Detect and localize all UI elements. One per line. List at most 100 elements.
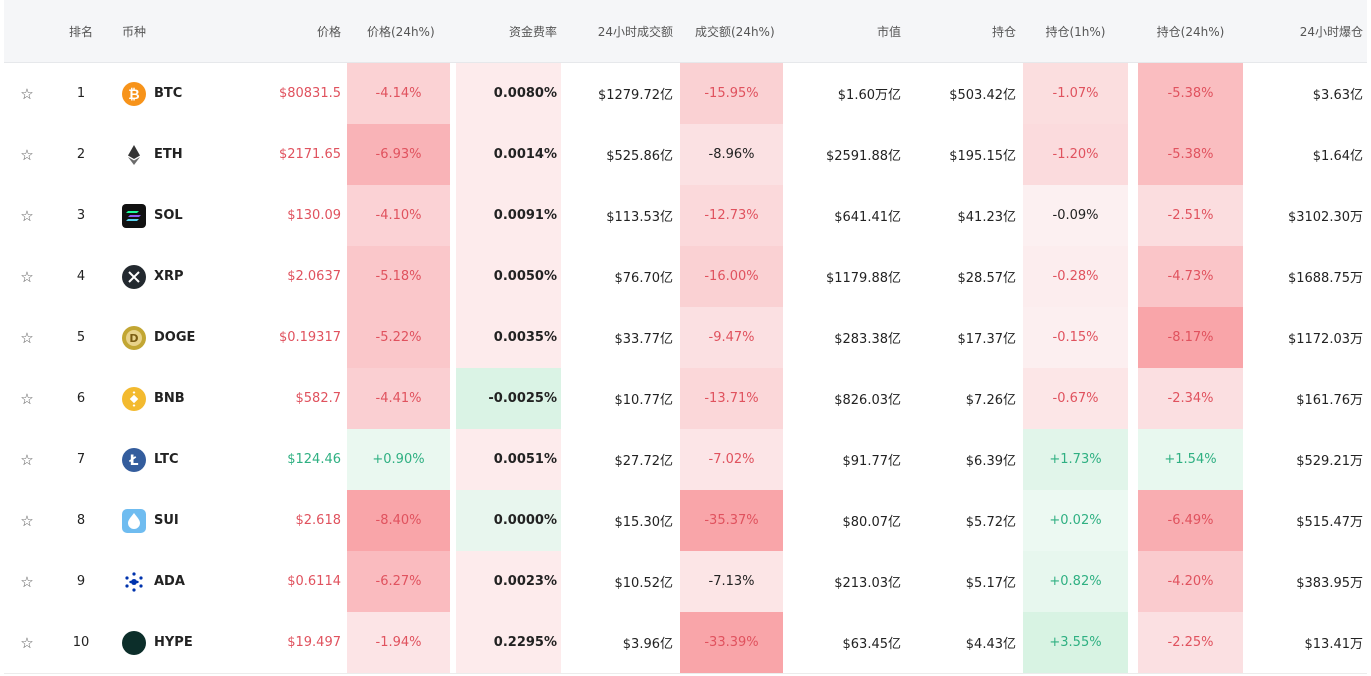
favorite-star-icon[interactable]: ☆ [20, 84, 34, 103]
cell-tint [680, 368, 783, 429]
price-cell: $2171.65 [278, 147, 341, 162]
table-row[interactable]: ☆ 9 ADA $0.6114 -6.27% 0.0023% $10.52亿 -7.13% $2… [4, 551, 1367, 613]
price-cell: $582.7 [295, 391, 342, 406]
market-cap-cell: $2591.88亿 [825, 149, 901, 164]
coin-cell[interactable]: D DOGE [122, 307, 240, 368]
volume-cell: $3.96亿 [622, 637, 673, 652]
oi-1h-cell: +0.02% [1049, 513, 1102, 528]
funding-rate-cell: 0.0023% [493, 574, 557, 589]
table-row[interactable]: ☆ 3 SOL $130.09 -4.10% 0.0091% $113.53亿 -12.73%… [4, 185, 1367, 247]
header-volume-change[interactable]: 成交额(24h%) [695, 24, 775, 39]
header-coin[interactable]: 币种 [122, 24, 147, 39]
coin-cell[interactable]: BNB [122, 368, 240, 429]
favorite-star-icon[interactable]: ☆ [20, 511, 34, 530]
header-rank[interactable]: 排名 [68, 24, 93, 39]
volume-cell: $76.70亿 [614, 271, 674, 286]
liquidations-cell: $3102.30万 [1287, 210, 1363, 225]
header-oi-1h[interactable]: 持仓(1h%) [1045, 24, 1106, 39]
market-cap-cell: $1179.88亿 [825, 271, 901, 286]
coin-cell[interactable]: Ł LTC [122, 429, 240, 490]
cell-tint [347, 307, 450, 368]
header-price-change[interactable]: 价格(24h%) [367, 24, 435, 39]
rank-cell: 10 [72, 635, 90, 650]
volume-change-cell: -13.71% [704, 391, 759, 406]
header-price[interactable]: 价格 [316, 24, 341, 39]
oi-24h-cell: -4.73% [1167, 269, 1214, 284]
favorite-star-icon[interactable]: ☆ [20, 145, 34, 164]
cell-tint [347, 185, 450, 246]
open-interest-cell: $5.17亿 [965, 576, 1016, 591]
table-row[interactable]: ☆ 2 ETH $2171.65 -6.93% 0.0014% $525.86亿 -8.96%… [4, 124, 1367, 186]
header-funding-rate[interactable]: 资金费率 [508, 24, 557, 39]
rank-cell: 7 [76, 452, 86, 467]
table-row[interactable]: ☆ 4 XRP $2.0637 -5.18% 0.0050% $76.70亿 -16.00% $… [4, 246, 1367, 308]
coin-cell[interactable]: XRP [122, 246, 240, 307]
xrp-icon [122, 264, 146, 289]
cell-tint [1138, 490, 1243, 551]
funding-rate-cell: 0.0080% [493, 86, 557, 101]
open-interest-cell: $195.15亿 [949, 149, 1016, 164]
header-open-interest[interactable]: 持仓 [991, 24, 1016, 39]
favorite-star-icon[interactable]: ☆ [20, 328, 34, 347]
header-volume[interactable]: 24小时成交额 [597, 24, 673, 39]
volume-change-cell: -8.96% [708, 147, 755, 162]
header-market-cap[interactable]: 市值 [876, 24, 901, 39]
coin-cell[interactable]: ₿ BTC [122, 63, 240, 124]
volume-change-cell: -15.95% [704, 86, 759, 101]
rank-cell: 1 [76, 86, 86, 101]
table-row[interactable]: ☆ 6 BNB $582.7 -4.41% -0.0025% $10.77亿 -13.71% $… [4, 368, 1367, 430]
favorite-star-icon[interactable]: ☆ [20, 633, 34, 652]
favorite-star-icon[interactable]: ☆ [20, 572, 34, 591]
coin-cell[interactable]: SUI [122, 490, 240, 551]
price-change-cell: -8.40% [375, 513, 422, 528]
cell-tint [456, 63, 561, 124]
cell-tint [1023, 63, 1128, 124]
market-cap-cell: $63.45亿 [842, 637, 902, 652]
dogecoin-icon: D [122, 325, 146, 350]
coin-symbol: SUI [154, 513, 179, 528]
header-oi-24h[interactable]: 持仓(24h%) [1156, 24, 1225, 39]
cell-tint [456, 368, 561, 429]
coin-cell[interactable]: HYPE [122, 612, 240, 673]
solana-icon [122, 203, 146, 228]
oi-1h-cell: -0.15% [1052, 330, 1099, 345]
coin-cell[interactable]: SOL [122, 185, 240, 246]
table-row[interactable]: ☆ 5 D DOGE $0.19317 -5.22% 0.0035% $33.77亿 -9.47… [4, 307, 1367, 369]
price-cell: $124.46 [287, 452, 341, 467]
cell-tint [1138, 124, 1243, 185]
oi-1h-cell: -1.20% [1052, 147, 1099, 162]
cell-tint [1023, 246, 1128, 307]
cell-tint [347, 368, 450, 429]
table-row[interactable]: ☆ 7 Ł LTC $124.46 +0.90% 0.0051% $27.72亿 -7.02% $… [4, 429, 1367, 491]
price-change-cell: +0.90% [372, 452, 425, 467]
volume-cell: $33.77亿 [614, 332, 674, 347]
cell-tint [1023, 429, 1128, 490]
volume-change-cell: -16.00% [704, 269, 759, 284]
header-liquidations[interactable]: 24小时爆仓 [1299, 24, 1363, 39]
oi-24h-cell: +1.54% [1164, 452, 1217, 467]
price-cell: $2.0637 [287, 269, 341, 284]
cell-tint [347, 612, 450, 673]
rank-cell: 9 [76, 574, 86, 589]
coin-cell[interactable]: ADA [122, 551, 240, 612]
market-cap-cell: $1.60万亿 [837, 88, 901, 103]
price-change-cell: -5.22% [375, 330, 422, 345]
cell-tint [1138, 368, 1243, 429]
coin-cell[interactable]: ETH [122, 124, 240, 185]
favorite-star-icon[interactable]: ☆ [20, 450, 34, 469]
volume-cell: $525.86亿 [606, 149, 673, 164]
funding-rate-cell: 0.0091% [493, 208, 557, 223]
cell-tint [347, 124, 450, 185]
favorite-star-icon[interactable]: ☆ [20, 267, 34, 286]
table-row[interactable]: ☆ 8 SUI $2.618 -8.40% 0.0000% $15.30亿 -35.37% $8… [4, 490, 1367, 552]
price-cell: $0.6114 [287, 574, 341, 589]
favorite-star-icon[interactable]: ☆ [20, 389, 34, 408]
table-row[interactable]: ☆ 10 HYPE $19.497 -1.94% 0.2295% $3.96亿 -33.39%… [4, 612, 1367, 674]
table-row[interactable]: ☆ 1 ₿ BTC $80831.5 -4.14% 0.0080% $1279.72亿 -15.… [4, 63, 1367, 125]
cell-tint [680, 124, 783, 185]
favorite-star-icon[interactable]: ☆ [20, 206, 34, 225]
svg-text:D: D [129, 332, 138, 345]
cell-tint [347, 490, 450, 551]
cardano-icon [122, 570, 146, 594]
rank-cell: 2 [76, 147, 86, 162]
